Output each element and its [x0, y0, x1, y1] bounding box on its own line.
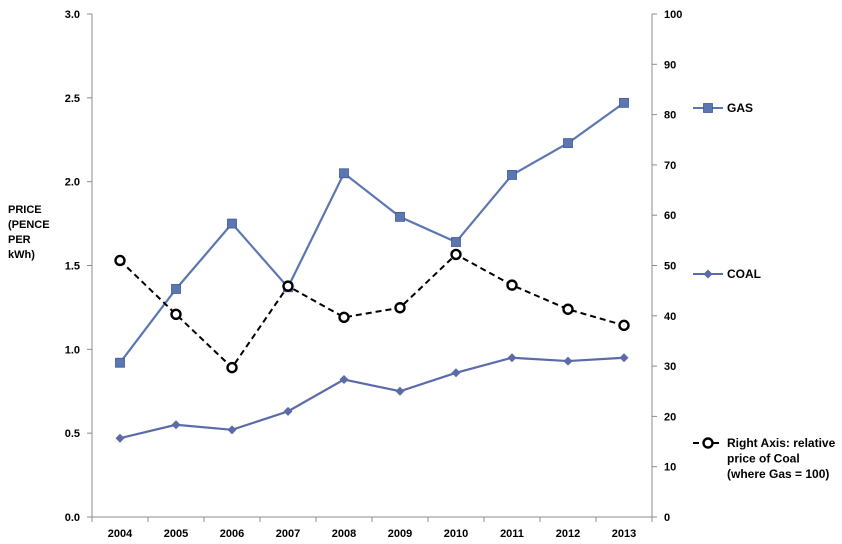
x-tick-label: 2007	[276, 528, 300, 540]
right-axis-ticks: 0 10 20 30 40 50 60 70 80 90 100	[652, 9, 682, 524]
x-tick-label: 2012	[556, 528, 580, 540]
right-tick-label: 40	[664, 311, 676, 323]
legend-item: GAS	[693, 101, 753, 115]
data-point	[226, 361, 238, 374]
data-point	[506, 279, 518, 291]
series-3	[114, 248, 630, 374]
legend-label: COAL	[727, 267, 761, 281]
data-point	[619, 97, 629, 108]
data-point	[227, 218, 237, 229]
data-point	[450, 248, 462, 261]
data-point	[563, 138, 573, 149]
data-point	[339, 375, 349, 385]
legend-label: price of Coal	[727, 452, 800, 466]
legend-label: (where Gas = 100)	[727, 467, 829, 481]
legend-item: COAL	[693, 267, 761, 281]
left-tick-label: 1.5	[65, 261, 80, 273]
series-line	[119, 356, 625, 440]
x-tick-label: 2005	[164, 528, 188, 540]
data-point	[618, 319, 630, 332]
data-point	[171, 420, 181, 430]
series-1	[115, 97, 629, 368]
right-tick-label: 70	[664, 160, 676, 172]
right-tick-label: 60	[664, 210, 676, 222]
data-point	[563, 356, 573, 366]
y-axis-label: PRICE (PENCE PER kWh)	[8, 203, 68, 263]
right-tick-label: 20	[664, 411, 676, 423]
series-layer	[114, 97, 630, 443]
x-axis-ticks: 2004 2005 2006 2007 2008 2009 2010 2011 2012 2013	[91, 517, 653, 540]
x-tick-label: 2004	[108, 528, 133, 540]
legend-label: Right Axis: relative	[727, 436, 836, 450]
left-axis-ticks: 0.0 0.5 1.0 1.5 2.0 2.5 3.0	[65, 9, 92, 524]
series-line	[119, 101, 625, 364]
data-point	[451, 368, 461, 378]
x-tick-label: 2009	[388, 528, 412, 540]
data-point	[619, 353, 629, 363]
legend-marker	[703, 269, 713, 279]
x-tick-label: 2011	[500, 528, 524, 540]
data-point	[170, 308, 182, 320]
right-tick-label: 50	[664, 261, 676, 273]
data-point	[282, 280, 294, 292]
chart-axes	[91, 14, 653, 518]
left-tick-label: 3.0	[65, 9, 80, 21]
left-tick-label: 0.5	[65, 428, 80, 440]
data-point	[114, 254, 126, 267]
data-point	[115, 433, 125, 443]
right-tick-label: 100	[664, 9, 682, 21]
left-tick-label: 1.0	[65, 344, 80, 356]
left-tick-label: 2.0	[65, 177, 80, 189]
data-point	[451, 237, 461, 247]
left-tick-label: 0.0	[65, 512, 80, 524]
legend-label: GAS	[727, 101, 753, 115]
y-axis-label-line: PRICE	[8, 204, 42, 216]
legend: GAS COAL Right Axis: relative price of Coal…	[693, 101, 836, 481]
right-tick-label: 80	[664, 110, 676, 122]
x-tick-label: 2006	[220, 528, 244, 540]
series-line	[119, 253, 625, 370]
data-point	[395, 211, 405, 222]
x-tick-label: 2008	[332, 528, 356, 540]
right-tick-label: 30	[664, 361, 676, 373]
left-tick-label: 2.5	[65, 93, 80, 105]
right-tick-label: 10	[664, 462, 676, 474]
legend-marker	[703, 103, 713, 113]
right-tick-label: 0	[664, 512, 670, 524]
data-point	[562, 303, 574, 315]
data-point	[171, 284, 181, 294]
data-point	[507, 170, 517, 180]
data-point	[395, 386, 405, 396]
series-2	[115, 353, 629, 443]
y-axis-label-line: kWh)	[8, 249, 35, 261]
data-point	[283, 406, 293, 416]
right-tick-label: 90	[664, 59, 676, 71]
y-axis-label-line: PER	[8, 234, 31, 246]
x-tick-label: 2010	[444, 528, 468, 540]
x-tick-label: 2013	[612, 528, 636, 540]
data-point	[339, 168, 349, 179]
legend-item: Right Axis: relative price of Coal(where …	[693, 436, 836, 481]
data-point	[507, 353, 517, 363]
data-point	[115, 357, 125, 368]
legend-marker	[702, 437, 714, 449]
data-point	[394, 302, 406, 314]
data-point	[338, 311, 350, 324]
data-point	[227, 425, 237, 435]
y-axis-label-line: (PENCE	[8, 219, 50, 231]
